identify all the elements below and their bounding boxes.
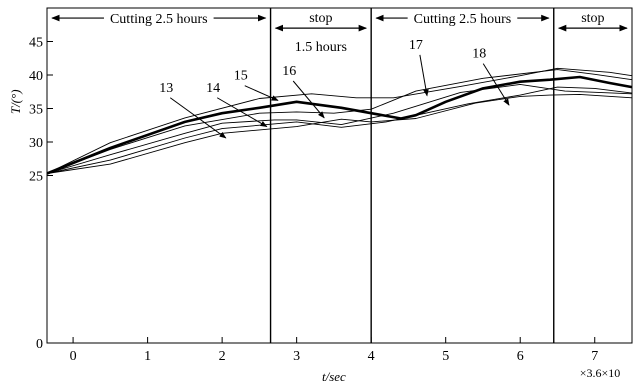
- phase-markers: Cutting 2.5 hours stop 1.5 hours Cutting 2.…: [51, 8, 628, 343]
- x-axis-multiplier: ×3.6×10: [580, 366, 621, 380]
- x-tick-label: 2: [219, 349, 226, 364]
- phase-label: stop: [309, 11, 332, 26]
- x-tick-label: 1: [144, 349, 151, 364]
- y-tick-label: 30: [29, 136, 43, 151]
- series-line: [46, 69, 633, 174]
- y-tick-label: 40: [29, 69, 43, 84]
- phase-sublabel: 1.5 hours: [295, 40, 347, 55]
- series-lines: [46, 67, 633, 175]
- curve-label: 18: [472, 47, 486, 62]
- phase-label: Cutting 2.5 hours: [110, 12, 208, 27]
- phase-label: Cutting 2.5 hours: [414, 12, 512, 27]
- curve-annotations: 13 14 15 16 17 18: [159, 38, 510, 139]
- curve-label-arrow: [419, 54, 429, 97]
- plot-frame: [46, 7, 633, 344]
- y-axis-label: T/(°): [8, 89, 23, 114]
- x-tick-label: 3: [293, 349, 300, 364]
- x-tick-label: 6: [517, 349, 524, 364]
- y-axis: 0 25 30 35 40 45: [29, 36, 53, 352]
- series-line: [46, 67, 633, 174]
- curve-label-arrow: [169, 97, 227, 139]
- y-tick-label: 35: [29, 103, 43, 118]
- x-tick-label: 4: [368, 349, 375, 364]
- y-tick-label: 45: [29, 36, 43, 51]
- curve-label-arrow: [244, 85, 279, 101]
- x-tick-label: 0: [70, 349, 77, 364]
- x-axis-label: t/sec: [322, 369, 346, 384]
- series-line: [46, 86, 633, 174]
- series-line: [46, 93, 633, 174]
- x-tick-label: 7: [591, 349, 598, 364]
- series-line: [46, 83, 633, 174]
- curve-label-arrow: [292, 80, 325, 119]
- curve-label: 13: [159, 81, 173, 96]
- curve-label: 16: [282, 64, 296, 79]
- series-line-bold: [46, 75, 633, 175]
- curve-label: 17: [409, 38, 423, 53]
- x-axis: 0 1 2 3 4 5 6 7: [70, 337, 598, 364]
- plot-border: [46, 7, 633, 344]
- curve-label-arrow: [482, 63, 510, 106]
- curve-label-arrow: [216, 97, 268, 128]
- y-tick-label: 0: [36, 337, 43, 352]
- curve-label: 14: [206, 81, 220, 96]
- y-tick-label: 25: [29, 170, 43, 185]
- phase-label: stop: [581, 11, 604, 26]
- x-tick-label: 5: [442, 349, 449, 364]
- curve-label: 15: [234, 69, 248, 84]
